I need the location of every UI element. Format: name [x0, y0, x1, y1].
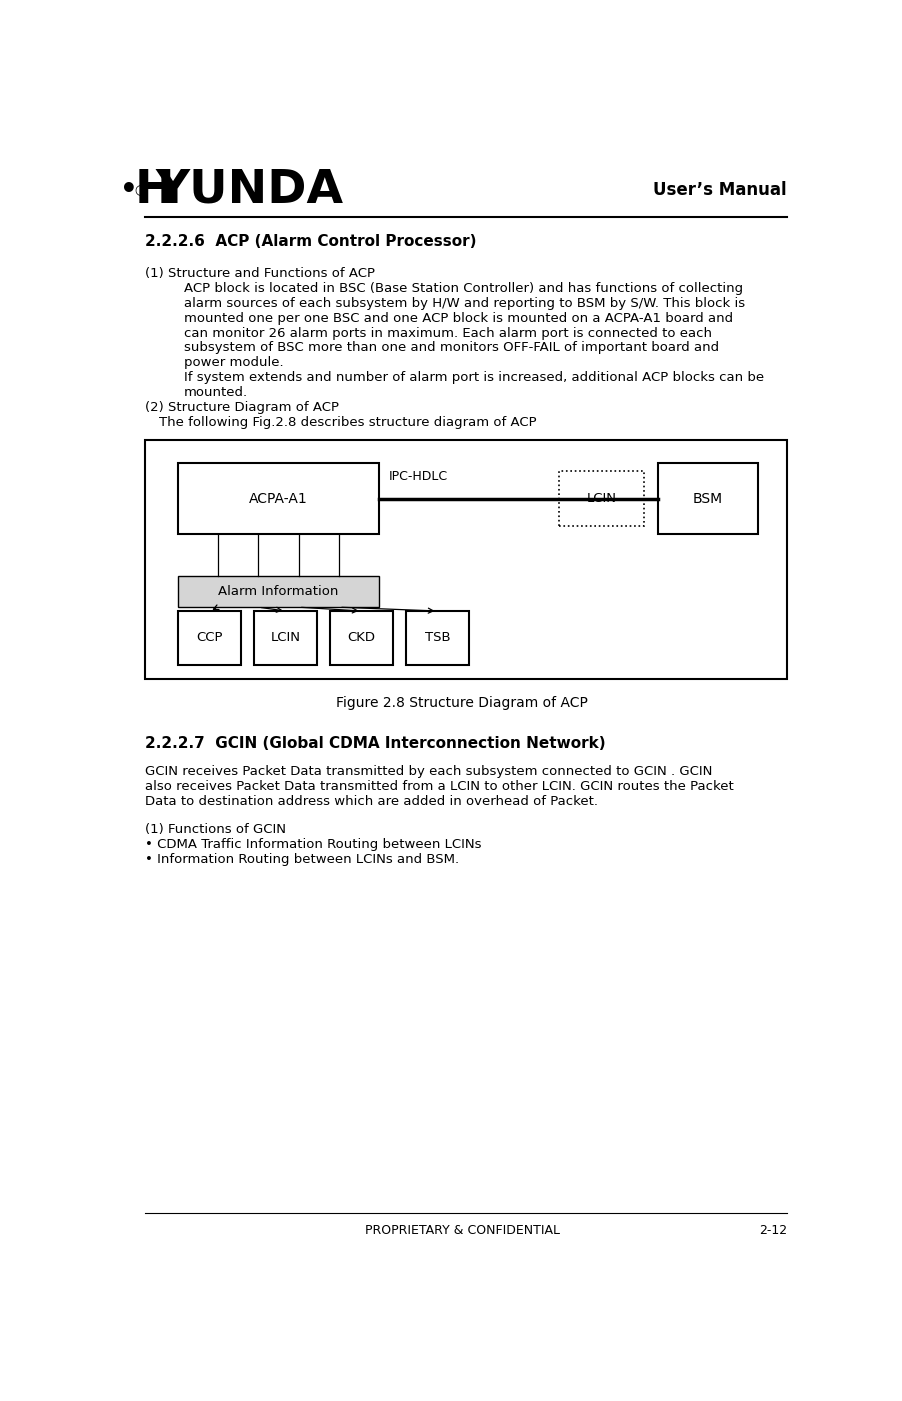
Bar	[253, 611, 318, 665]
Text: (2) Structure Diagram of ACP: (2) Structure Diagram of ACP	[145, 401, 339, 415]
Text: (1) Functions of GCIN: (1) Functions of GCIN	[145, 824, 286, 836]
Text: PROPRIETARY & CONFIDENTIAL: PROPRIETARY & CONFIDENTIAL	[364, 1224, 560, 1237]
Bar	[658, 464, 758, 534]
Text: ACPA-A1: ACPA-A1	[249, 492, 308, 506]
Text: ○: ○	[134, 184, 145, 198]
Text: YUNDA: YUNDA	[155, 168, 344, 213]
Text: Alarm Information: Alarm Information	[218, 586, 339, 598]
Bar	[145, 440, 787, 678]
Bar	[178, 464, 380, 534]
Text: also receives Packet Data transmitted from a LCIN to other LCIN. GCIN routes the: also receives Packet Data transmitted fr…	[145, 780, 734, 793]
Text: subsystem of BSC more than one and monitors OFF-FAIL of important board and: subsystem of BSC more than one and monit…	[184, 342, 719, 354]
Text: ACP block is located in BSC (Base Station Controller) and has functions of colle: ACP block is located in BSC (Base Statio…	[184, 282, 743, 296]
Text: CKD: CKD	[347, 632, 375, 644]
Text: mounted one per one BSC and one ACP block is mounted on a ACPA-A1 board and: mounted one per one BSC and one ACP bloc…	[184, 312, 733, 325]
Text: mounted.: mounted.	[184, 385, 248, 399]
Bar	[178, 576, 380, 607]
Text: CCP: CCP	[197, 632, 223, 644]
Bar	[406, 611, 469, 665]
Text: Data to destination address which are added in overhead of Packet.: Data to destination address which are ad…	[145, 794, 598, 807]
Text: • CDMA Traffic Information Routing between LCINs: • CDMA Traffic Information Routing betwe…	[145, 838, 482, 850]
Text: 2-12: 2-12	[759, 1224, 787, 1237]
Text: •: •	[121, 177, 138, 205]
Text: TSB: TSB	[425, 632, 450, 644]
Text: 2.2.2.7  GCIN (Global CDMA Interconnection Network): 2.2.2.7 GCIN (Global CDMA Interconnectio…	[145, 736, 606, 751]
Text: LCIN: LCIN	[587, 492, 617, 506]
Text: alarm sources of each subsystem by H/W and reporting to BSM by S/W. This block i: alarm sources of each subsystem by H/W a…	[184, 297, 745, 310]
Text: H: H	[134, 168, 174, 213]
Text: can monitor 26 alarm ports in maximum. Each alarm port is connected to each: can monitor 26 alarm ports in maximum. E…	[184, 326, 712, 339]
Bar	[330, 611, 393, 665]
Bar	[559, 471, 644, 527]
Text: power module.: power module.	[184, 356, 283, 368]
Text: IPC-HDLC: IPC-HDLC	[389, 469, 447, 483]
Text: LCIN: LCIN	[271, 632, 300, 644]
Text: Figure 2.8 Structure Diagram of ACP: Figure 2.8 Structure Diagram of ACP	[336, 696, 588, 710]
Bar	[178, 611, 242, 665]
Text: The following Fig.2.8 describes structure diagram of ACP: The following Fig.2.8 describes structur…	[160, 416, 537, 429]
Text: • Information Routing between LCINs and BSM.: • Information Routing between LCINs and …	[145, 853, 459, 866]
Text: If system extends and number of alarm port is increased, additional ACP blocks c: If system extends and number of alarm po…	[184, 371, 764, 384]
Text: BSM: BSM	[693, 492, 723, 506]
Text: 2.2.2.6  ACP (Alarm Control Processor): 2.2.2.6 ACP (Alarm Control Processor)	[145, 234, 477, 249]
Text: GCIN receives Packet Data transmitted by each subsystem connected to GCIN . GCIN: GCIN receives Packet Data transmitted by…	[145, 765, 713, 778]
Text: User’s Manual: User’s Manual	[653, 182, 787, 199]
Text: (1) Structure and Functions of ACP: (1) Structure and Functions of ACP	[145, 268, 375, 280]
